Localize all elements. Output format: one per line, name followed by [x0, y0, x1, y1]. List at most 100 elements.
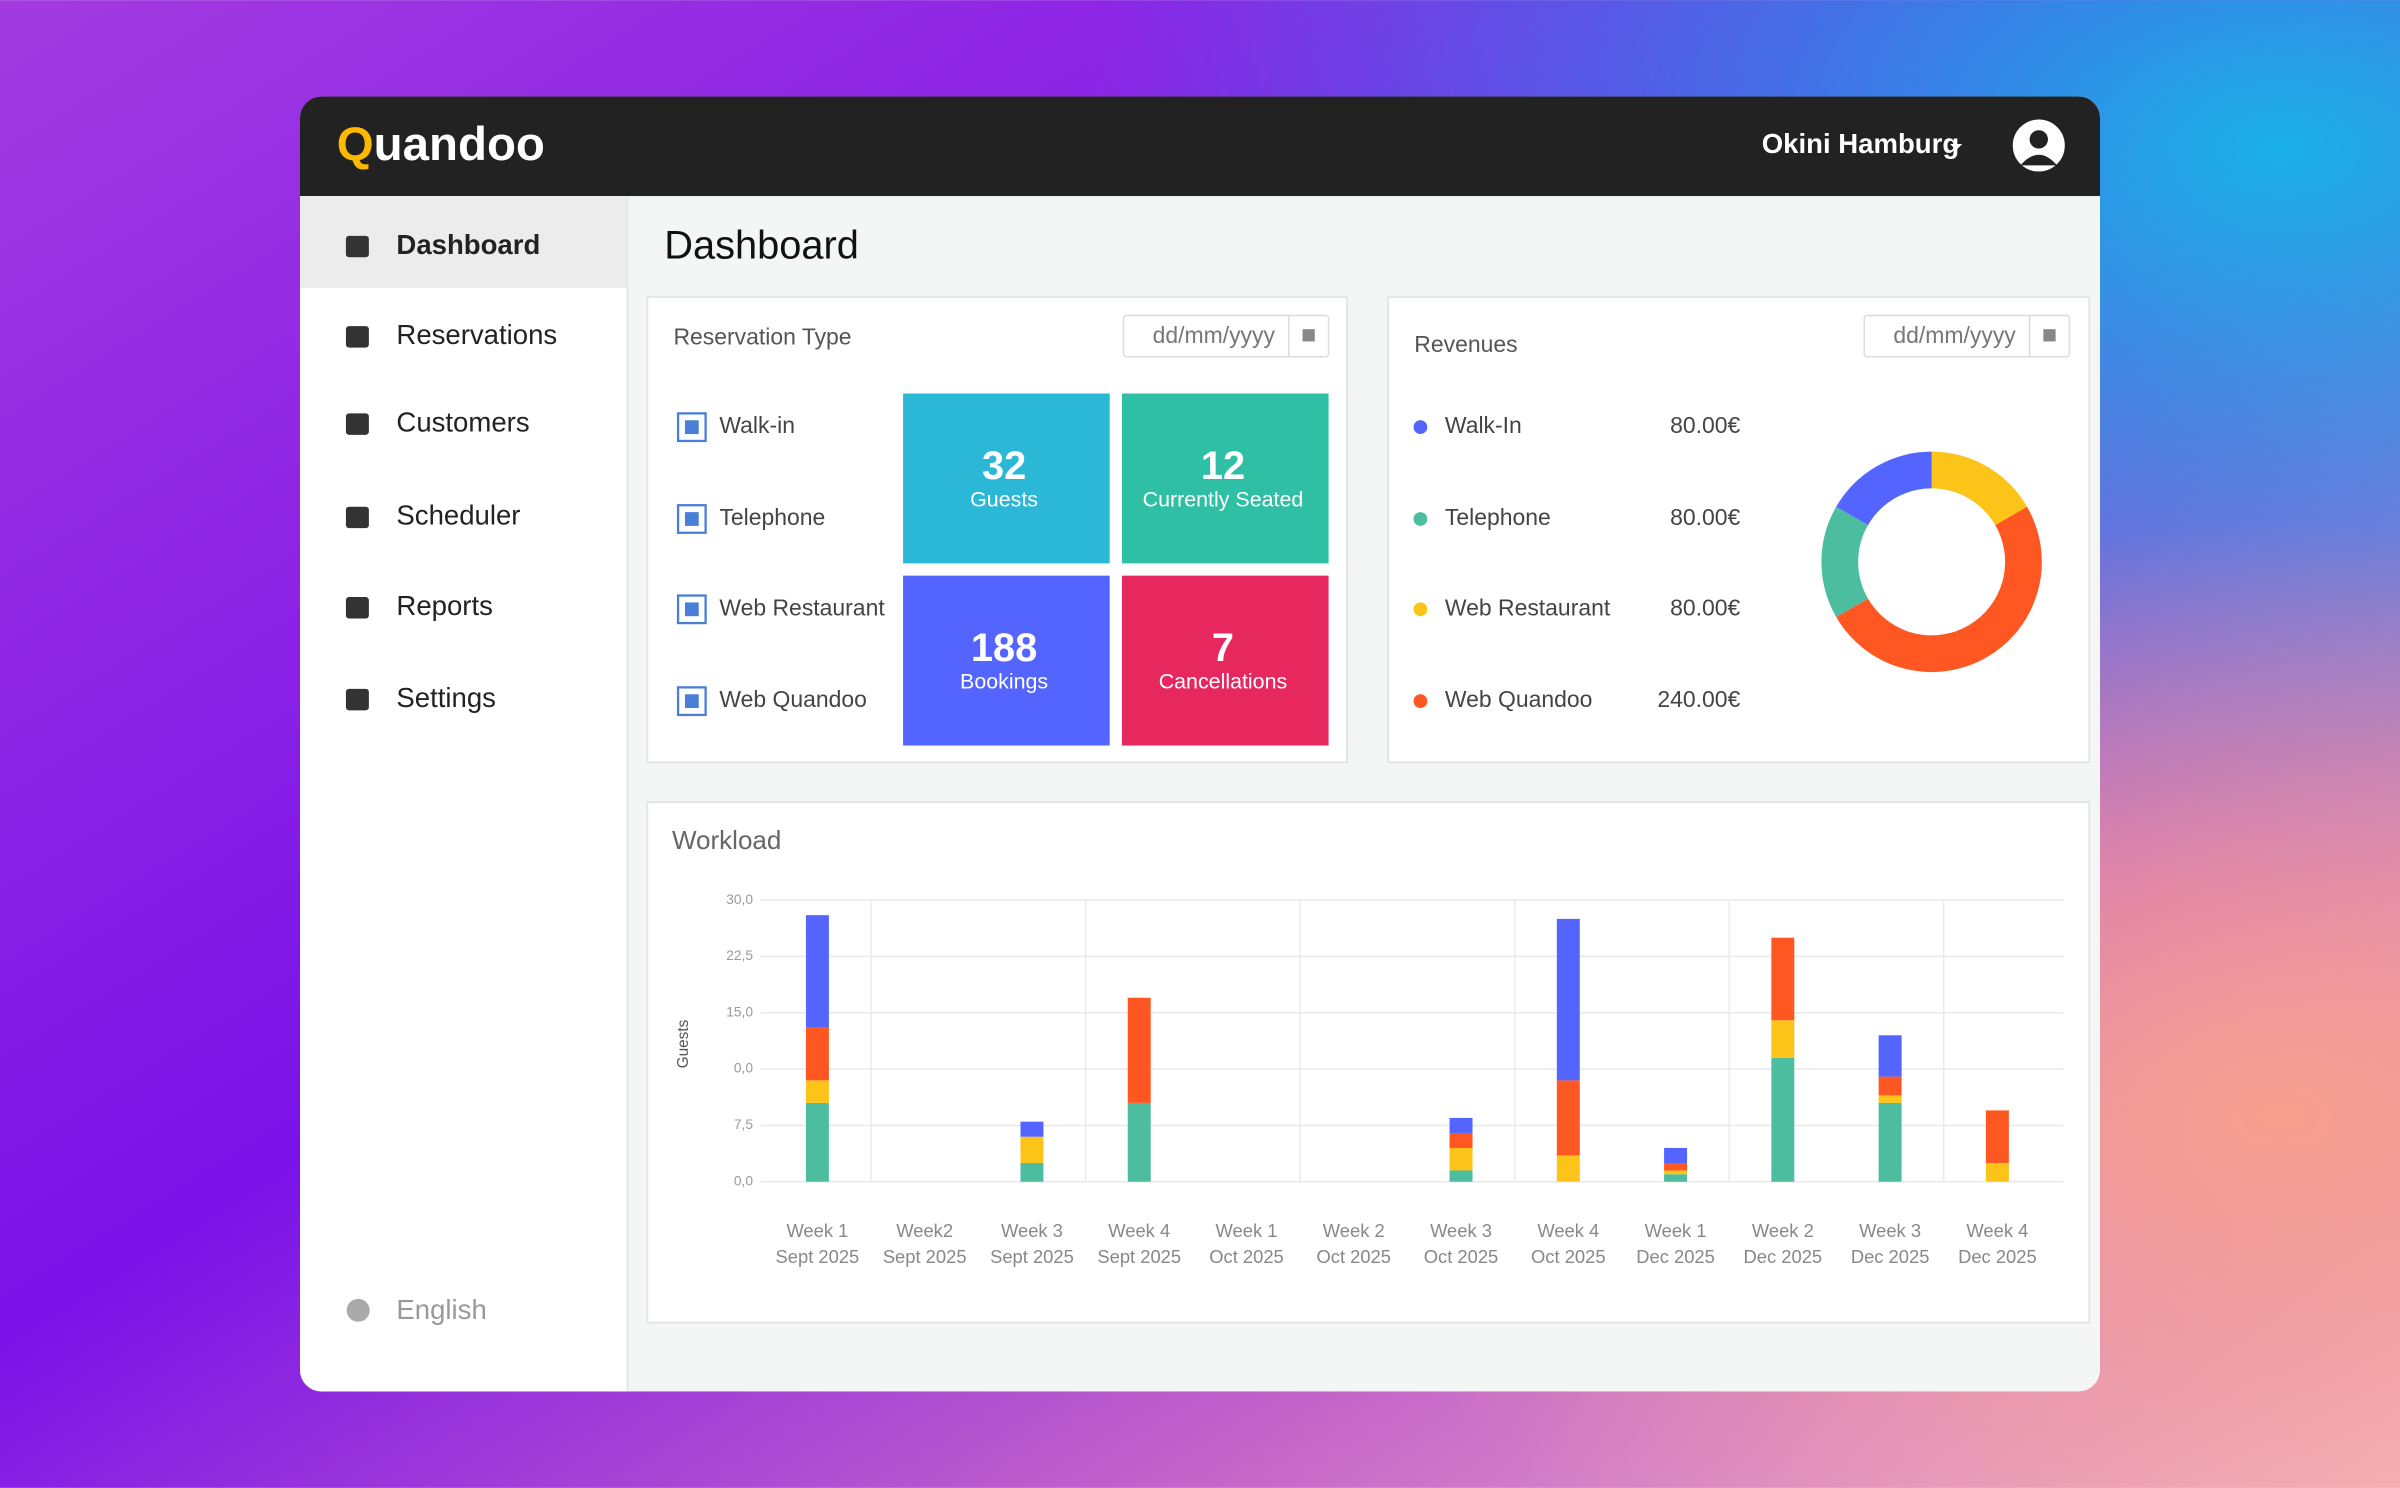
nav-icon	[345, 597, 369, 619]
user-menu[interactable]: Okini Hamburg	[1762, 128, 1959, 159]
checkbox-mark	[684, 420, 699, 435]
bar-segment	[1664, 1162, 1688, 1171]
avatar-body	[2020, 154, 2058, 166]
bar-segment	[1020, 1136, 1044, 1163]
y-tick-label: 7,5	[734, 1117, 753, 1132]
stat-tile	[1121, 575, 1329, 746]
card	[1387, 296, 2091, 764]
x-tick-label: Sept 2025	[1097, 1246, 1181, 1267]
y-tick-label: 0,0	[734, 1061, 753, 1076]
checkbox-mark	[684, 602, 699, 617]
stat-label: Bookings	[960, 669, 1048, 693]
nav-item[interactable]: Reservations	[396, 319, 557, 350]
stat-value: 7	[1212, 626, 1234, 670]
stat-tile	[1121, 393, 1329, 564]
bar-segment	[1771, 937, 1795, 1021]
legend-label: Walk-In	[1445, 412, 1522, 438]
legend-dot	[1413, 512, 1428, 526]
nav-item[interactable]: Reports	[396, 590, 492, 621]
date-input[interactable]	[1863, 314, 2071, 358]
filter-label: Walk-in	[719, 412, 795, 438]
bar-segment	[1127, 1102, 1151, 1182]
bar-segment	[1664, 1147, 1688, 1163]
bar-segment	[1664, 1174, 1688, 1182]
x-tick-label: Week 3	[1001, 1220, 1063, 1241]
filter-label: Web Restaurant	[719, 594, 885, 620]
bar-segment	[805, 915, 829, 1028]
x-tick-label: Sept 2025	[776, 1246, 860, 1267]
bar-segment	[1878, 1095, 1902, 1103]
x-tick-label: Dec 2025	[1636, 1246, 1715, 1267]
y-tick-label: 30,0	[726, 892, 753, 907]
nav-item[interactable]: Settings	[396, 682, 496, 713]
bar-segment	[1878, 1076, 1902, 1096]
stat-label: Cancellations	[1159, 669, 1288, 693]
x-tick-label: Week 1	[1216, 1220, 1278, 1241]
x-tick-label: Oct 2025	[1424, 1246, 1499, 1267]
nav-icon	[345, 413, 369, 435]
x-tick-label: Week2	[896, 1220, 953, 1241]
bar-segment	[1020, 1121, 1044, 1137]
bar-segment	[1449, 1117, 1473, 1133]
bar-segment	[1878, 1035, 1902, 1077]
x-tick-label: Week 4	[1537, 1220, 1599, 1241]
x-tick-label: Oct 2025	[1317, 1246, 1392, 1267]
y-tick-label: 15,0	[726, 1004, 753, 1019]
page-title: Dashboard	[664, 224, 859, 268]
checkbox-mark	[684, 512, 699, 526]
x-tick-label: Dec 2025	[1851, 1246, 1930, 1267]
top-bar	[300, 96, 2100, 197]
filter-label: Web Quandoo	[719, 686, 867, 712]
bar-segment	[1664, 1170, 1688, 1175]
legend-dot	[1413, 420, 1428, 435]
x-tick-label: Week 3	[1859, 1220, 1921, 1241]
bar-segment	[1771, 1057, 1795, 1182]
language[interactable]: English	[396, 1294, 486, 1325]
date-placeholder: dd/mm/yyyy	[1893, 322, 2016, 348]
checkbox[interactable]	[676, 412, 707, 443]
card-title: Revenues	[1414, 331, 1517, 357]
bar-segment	[1127, 997, 1151, 1103]
legend-label: Web Quandoo	[1445, 686, 1593, 712]
nav-item[interactable]: Customers	[396, 406, 529, 437]
date-input[interactable]	[1122, 314, 1330, 358]
stat-tile	[903, 393, 1110, 564]
nav-item[interactable]: Dashboard	[396, 229, 540, 260]
bar-segment	[1771, 1020, 1795, 1058]
x-tick-label: Week 3	[1430, 1220, 1492, 1241]
stat-value: 32	[982, 444, 1026, 488]
bar-segment	[805, 1080, 829, 1103]
y-tick-label: 22,5	[726, 948, 753, 963]
calendar-icon	[1302, 329, 1315, 342]
legend-label: Web Restaurant	[1445, 594, 1611, 620]
x-tick-label: Sept 2025	[990, 1246, 1074, 1267]
logo[interactable]: Quandoo	[337, 118, 545, 171]
donut-segment	[1836, 506, 2042, 672]
filter-label: Telephone	[719, 504, 825, 530]
bar-segment	[1020, 1162, 1044, 1182]
card-title: Reservation Type	[673, 323, 851, 349]
legend-value: 80.00€	[1670, 594, 1740, 620]
bar-segment	[1556, 918, 1580, 1081]
caret[interactable]	[1950, 144, 1963, 151]
bar-segment	[1878, 1102, 1902, 1182]
donut-segment	[1836, 451, 1933, 526]
x-tick-label: Oct 2025	[1531, 1246, 1606, 1267]
legend-value: 240.00€	[1657, 686, 1740, 712]
x-tick-label: Week 2	[1752, 1220, 1814, 1241]
date-placeholder: dd/mm/yyyy	[1153, 322, 1276, 348]
nav-icon	[345, 235, 369, 258]
x-tick-label: Week 4	[1108, 1220, 1170, 1241]
bar-segment	[1556, 1155, 1580, 1182]
bar-segment	[1985, 1162, 2009, 1182]
nav-item[interactable]: Scheduler	[396, 500, 520, 531]
globe-icon	[346, 1298, 370, 1322]
x-tick-label: Week 4	[1966, 1220, 2028, 1241]
card-title: Workload	[672, 825, 781, 855]
bar-segment	[1556, 1080, 1580, 1156]
x-tick-label: Dec 2025	[1744, 1246, 1823, 1267]
legend-dot	[1413, 602, 1428, 617]
bar-segment	[1449, 1132, 1473, 1148]
